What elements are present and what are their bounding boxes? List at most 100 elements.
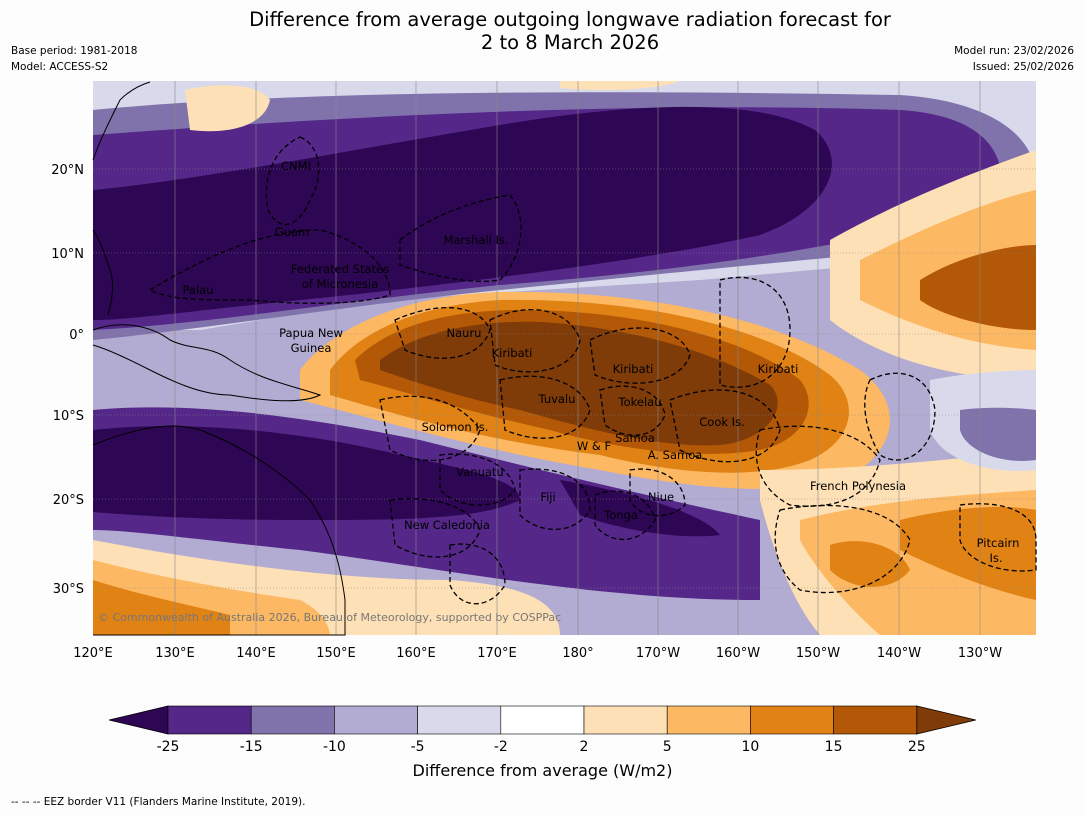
label-pitcairn-1: Pitcairn <box>977 536 1020 550</box>
colorbar-tick-label: -5 <box>411 739 425 755</box>
label-pitcairn-2: Is. <box>989 551 1002 565</box>
lat-tick-label: 10°N <box>51 247 84 262</box>
lon-tick-label: 160°E <box>396 646 436 661</box>
colorbar-segment <box>833 705 918 735</box>
lon-tick-label: 150°W <box>796 646 840 661</box>
colorbar-title: Difference from average (W/m2) <box>412 761 673 780</box>
colorbar-tick-label: -2 <box>494 739 508 755</box>
region-labels: CNMI Guam Marshall Is. Federated States … <box>183 159 1020 565</box>
colorbar-tick-label: 25 <box>908 739 926 755</box>
chart-title: Difference from average outgoing longwav… <box>0 8 1085 54</box>
field-south-core <box>93 426 520 520</box>
colorbar-extend-high <box>916 705 976 735</box>
eez-vanuatu <box>439 453 516 506</box>
lon-tick-label: 120°E <box>73 646 113 661</box>
label-wf: W & F <box>577 439 611 453</box>
lon-tick-label: 140°W <box>877 646 921 661</box>
field-north-core <box>93 106 832 320</box>
colorbar-tick-label: -15 <box>240 739 263 755</box>
colorbar-segment <box>250 705 335 735</box>
field-ne-strong <box>920 245 1036 330</box>
lon-tick-label: 170°E <box>477 646 517 661</box>
eez-tokelau <box>599 385 666 436</box>
colorbar-segment <box>417 705 502 735</box>
colorbar-tick-label: 10 <box>741 739 759 755</box>
base-period-label: Base period: 1981-2018 <box>11 45 138 57</box>
colorbar-segment <box>666 705 751 735</box>
field-se-patch <box>830 541 910 587</box>
gridlines <box>93 81 1036 635</box>
latitude-labels: 20°N 10°N 0° 10°S 20°S 30°S <box>51 163 84 597</box>
label-fsm-2: of Micronesia <box>302 277 378 291</box>
colorbar <box>108 705 976 735</box>
eez-kiribati-w <box>489 308 581 373</box>
map-field <box>93 81 1036 635</box>
label-fsm-1: Federated States <box>291 262 389 276</box>
lat-tick-label: 20°N <box>51 163 84 178</box>
coastlines <box>92 81 346 636</box>
label-french-polynesia: French Polynesia <box>810 479 906 493</box>
colorbar-ticks: -25 -15 -10 -5 -2 2 5 10 15 25 <box>157 739 926 755</box>
eez-solomon <box>379 395 481 462</box>
label-american-samoa: A. Samoa <box>648 448 703 462</box>
label-kiribati-w: Kiribati <box>492 346 533 360</box>
lon-tick-label: 140°E <box>236 646 276 661</box>
label-fiji: Fiji <box>540 490 555 504</box>
colorbar-segment <box>334 705 418 735</box>
label-nauru: Nauru <box>447 326 482 340</box>
eez-tuvalu <box>499 375 591 439</box>
eez-tonga <box>594 490 656 541</box>
field-central-core <box>380 321 778 446</box>
field-nw-patch <box>185 85 270 132</box>
label-cnmi: CNMI <box>281 159 311 173</box>
lat-tick-label: 30°S <box>53 582 84 597</box>
label-new-caledonia: New Caledonia <box>404 518 490 532</box>
eez-lord-howe <box>449 543 506 605</box>
lon-tick-label: 180° <box>562 646 593 661</box>
label-solomon: Solomon Is. <box>422 420 489 434</box>
field-sw-strong <box>93 580 230 635</box>
lon-tick-label: 130°E <box>155 646 195 661</box>
issued-label: Issued: 25/02/2026 <box>972 61 1074 73</box>
eez-pitcairn <box>959 503 1037 572</box>
lon-tick-label: 130°W <box>958 646 1002 661</box>
colorbar-tick-label: -25 <box>157 739 180 755</box>
info-left: Base period: 1981-2018 Model: ACCESS-S2 <box>11 43 137 75</box>
eez-borders <box>148 136 1037 605</box>
colorbar-segment <box>167 705 252 735</box>
colorbar-segment <box>583 705 668 735</box>
colorbar-tick-label: 2 <box>580 739 589 755</box>
colorbar-segment <box>750 705 834 735</box>
label-marshall: Marshall Is. <box>443 233 508 247</box>
field-n-patch <box>560 81 680 90</box>
olr-anomaly-map: CNMI Guam Marshall Is. Federated States … <box>51 81 1037 755</box>
coast-new-guinea <box>92 324 322 402</box>
eez-french-polynesia-s <box>774 504 911 594</box>
label-guam: Guam <box>275 225 309 239</box>
lon-tick-label: 160°W <box>716 646 760 661</box>
label-palau: Palau <box>183 283 214 297</box>
eez-fiji <box>519 468 591 531</box>
colorbar-segment <box>500 705 585 735</box>
model-label: Model: ACCESS-S2 <box>11 61 109 73</box>
eez-new-caledonia <box>389 498 481 558</box>
eez-french-polynesia-n <box>755 425 881 507</box>
title-line-1: Difference from average outgoing longwav… <box>249 8 891 31</box>
eez-marshall <box>399 194 522 282</box>
label-png-2: Guinea <box>291 341 332 355</box>
eez-cnmi <box>265 136 320 225</box>
eez-niue <box>629 468 686 517</box>
colorbar-tick-label: 5 <box>663 739 672 755</box>
lat-tick-label: 10°S <box>53 409 84 424</box>
eez-fsm <box>148 229 391 304</box>
eez-cook <box>669 389 781 463</box>
longitude-labels: 120°E 130°E 140°E 150°E 160°E 170°E 180° 170°W 1… <box>73 646 1002 661</box>
coast-philippines <box>92 229 114 316</box>
label-samoa: Samoa <box>615 431 655 445</box>
lat-tick-label: 0° <box>69 328 84 343</box>
label-kiribati-c: Kiribati <box>613 362 654 376</box>
copyright-text: © Commonwealth of Australia 2026, Bureau… <box>98 611 561 624</box>
lon-tick-label: 150°E <box>316 646 356 661</box>
label-png-1: Papua New <box>279 326 343 340</box>
field-south-core-2 <box>560 480 720 537</box>
